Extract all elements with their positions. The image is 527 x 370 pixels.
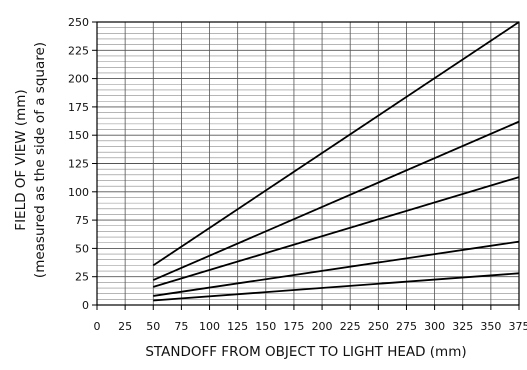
series-line-5 [153,272,520,302]
x-tick-label: 100 [199,320,220,333]
x-tick-label: 350 [480,320,501,333]
y-tick-label: 200 [68,73,89,86]
x-tick-label: 0 [94,320,101,333]
x-tick-label: 300 [424,320,445,333]
plot-frame [92,21,520,310]
y-tick-label: 225 [68,44,89,57]
series-line-4 [153,240,520,297]
series-lines [152,21,520,302]
x-tick-label: 275 [396,320,417,333]
x-tick-label: 75 [174,320,188,333]
y-tick-label: 50 [75,242,89,255]
x-tick-label: 125 [227,320,248,333]
y-tick-label: 25 [75,271,89,284]
y-tick-label: 150 [68,129,89,142]
y-tick-label: 75 [75,214,89,227]
y-tick-labels: 0 25 50 75 100 125 150 175 200 225 250 [68,16,89,312]
x-tick-label: 225 [340,320,361,333]
x-tick-label: 25 [118,320,132,333]
y-axis-subtitle: (measured as the side of a square) [32,42,48,278]
series-line-2 [152,120,520,281]
y-tick-label: 175 [68,101,89,114]
series-line-3 [153,176,520,288]
x-tick-label: 375 [509,320,527,333]
x-axis-title: STANDOFF FROM OBJECT TO LIGHT HEAD (mm) [145,344,466,360]
y-axis-title: FIELD OF VIEW (mm) [13,89,29,230]
x-tick-label: 50 [146,320,160,333]
x-tick-label: 250 [368,320,389,333]
x-tick-label: 150 [255,320,276,333]
x-tick-label: 325 [452,320,473,333]
x-tick-label: 200 [312,320,333,333]
x-tick-label: 175 [283,320,304,333]
y-tick-label: 125 [68,158,89,171]
y-tick-label: 0 [82,299,89,312]
x-tick-labels: 0 25 50 75 100 125 150 175 200 225 250 275 300 325 350… [94,320,527,333]
y-tick-label: 100 [68,186,89,199]
series-line-1 [152,21,520,267]
y-tick-label: 250 [68,16,89,29]
